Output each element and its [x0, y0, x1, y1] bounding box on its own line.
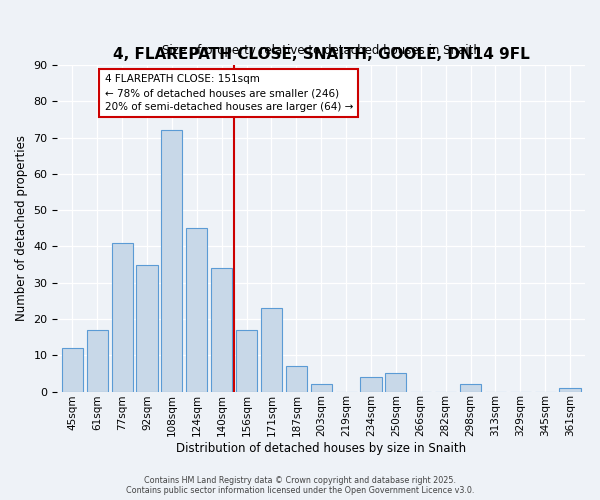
Y-axis label: Number of detached properties: Number of detached properties [15, 136, 28, 322]
Bar [211, 268, 232, 392]
Bar [62, 348, 83, 392]
X-axis label: Distribution of detached houses by size in Snaith: Distribution of detached houses by size … [176, 442, 466, 455]
Bar [161, 130, 182, 392]
Bar [112, 243, 133, 392]
Text: Size of property relative to detached houses in Snaith: Size of property relative to detached ho… [162, 44, 481, 57]
Bar [361, 377, 382, 392]
Bar [236, 330, 257, 392]
Text: Contains HM Land Registry data © Crown copyright and database right 2025.
Contai: Contains HM Land Registry data © Crown c… [126, 476, 474, 495]
Text: 4 FLAREPATH CLOSE: 151sqm
← 78% of detached houses are smaller (246)
20% of semi: 4 FLAREPATH CLOSE: 151sqm ← 78% of detac… [104, 74, 353, 112]
Bar [86, 330, 108, 392]
Bar [186, 228, 208, 392]
Bar [311, 384, 332, 392]
Bar [286, 366, 307, 392]
Bar [261, 308, 282, 392]
Title: 4, FLAREPATH CLOSE, SNAITH, GOOLE, DN14 9FL: 4, FLAREPATH CLOSE, SNAITH, GOOLE, DN14 … [113, 48, 530, 62]
Bar [136, 264, 158, 392]
Bar [460, 384, 481, 392]
Bar [385, 374, 406, 392]
Bar [559, 388, 581, 392]
